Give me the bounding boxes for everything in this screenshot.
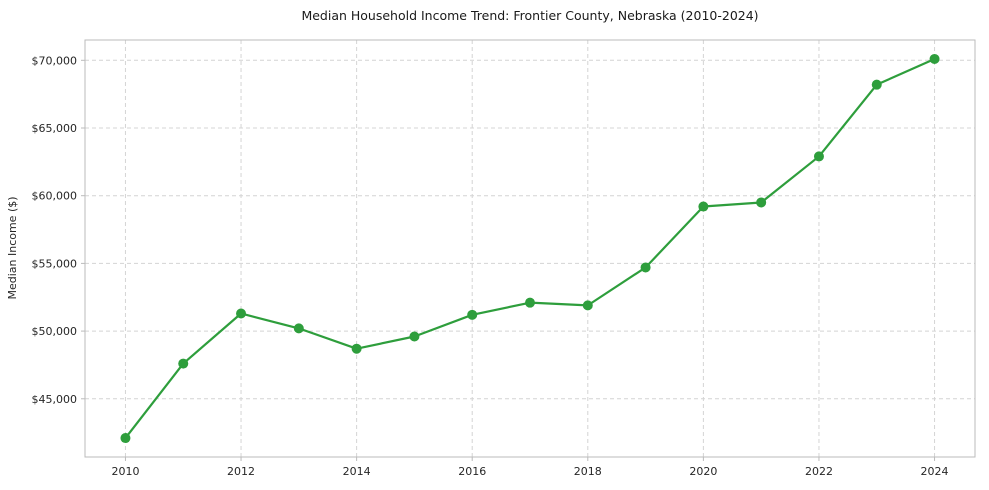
data-point-marker bbox=[929, 53, 940, 64]
y-tick-label: $50,000 bbox=[32, 325, 78, 338]
x-tick-label: 2022 bbox=[805, 465, 833, 478]
data-point-marker bbox=[640, 262, 651, 273]
data-point-marker bbox=[178, 358, 189, 369]
y-tick-label: $70,000 bbox=[32, 54, 78, 67]
data-point-marker bbox=[409, 331, 420, 342]
y-tick-label: $65,000 bbox=[32, 122, 78, 135]
data-point-marker bbox=[293, 323, 304, 334]
y-tick-label: $55,000 bbox=[32, 257, 78, 270]
chart-title: Median Household Income Trend: Frontier … bbox=[301, 8, 759, 23]
data-point-marker bbox=[467, 309, 478, 320]
trend-line bbox=[124, 57, 936, 440]
x-tick-label: 2010 bbox=[111, 465, 139, 478]
data-point-marker bbox=[871, 79, 882, 90]
x-tick-label: 2020 bbox=[689, 465, 717, 478]
data-point-marker bbox=[120, 433, 131, 444]
data-point-marker bbox=[525, 297, 535, 308]
x-tick-label: 2024 bbox=[921, 465, 949, 478]
data-point-marker bbox=[756, 197, 767, 208]
data-point-marker bbox=[698, 201, 709, 212]
x-tick-label: 2014 bbox=[343, 465, 371, 478]
data-point-marker bbox=[351, 343, 362, 354]
data-point-marker bbox=[582, 300, 593, 311]
x-tick-label: 2016 bbox=[458, 465, 486, 478]
y-axis-label: Median Income ($) bbox=[6, 196, 19, 299]
x-tick-label: 2012 bbox=[227, 465, 255, 478]
y-tick-label: $60,000 bbox=[32, 190, 78, 203]
y-tick-label: $45,000 bbox=[32, 393, 78, 406]
data-point-marker bbox=[813, 151, 824, 162]
plot-border bbox=[84, 39, 976, 458]
x-tick-label: 2018 bbox=[574, 465, 602, 478]
data-point-marker bbox=[236, 308, 247, 319]
